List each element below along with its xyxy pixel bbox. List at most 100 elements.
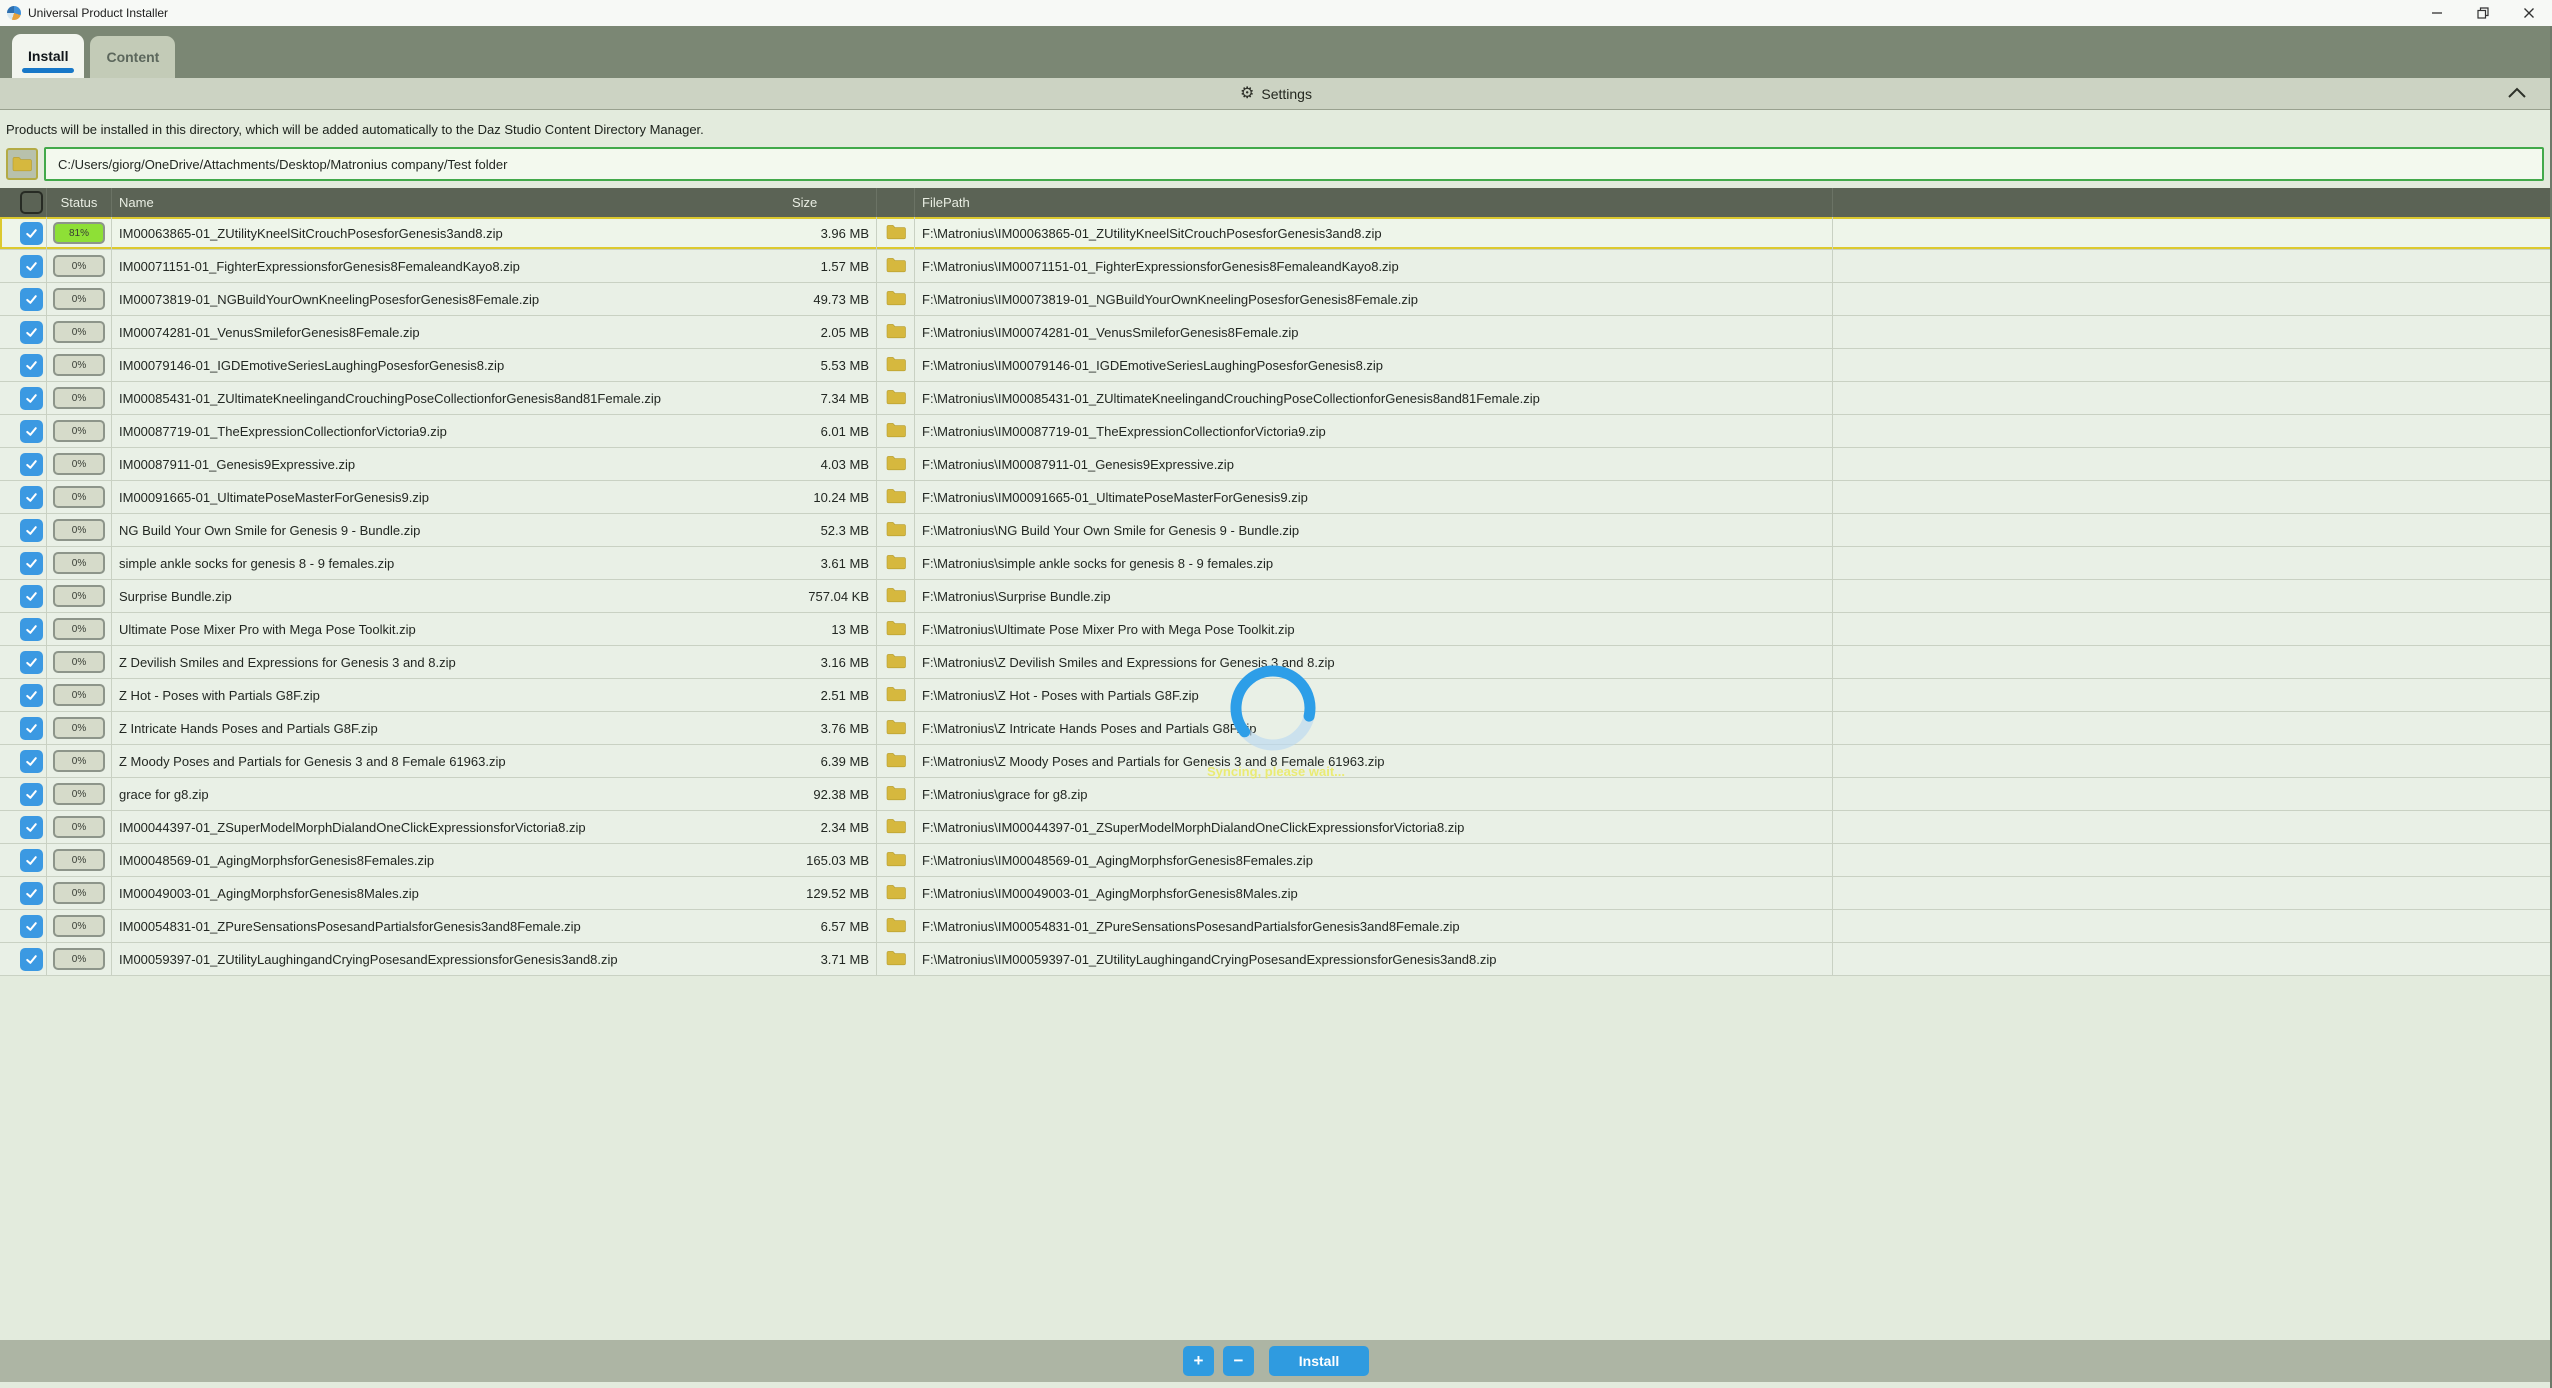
table-row[interactable]: 81% IM00063865-01_ZUtilityKneelSitCrouchP… <box>0 217 2552 250</box>
row-checkbox[interactable] <box>0 481 47 513</box>
row-checkbox[interactable] <box>0 250 47 282</box>
table-row[interactable]: 0% IM00044397-01_ZSuperModelMorphDialandO… <box>0 811 2552 844</box>
open-folder-button[interactable] <box>877 811 915 843</box>
add-button[interactable]: + <box>1183 1346 1214 1376</box>
header-status[interactable]: Status <box>47 188 112 217</box>
table-row[interactable]: 0% grace for g8.zip 92.38 MB F:\Matronius\g… <box>0 778 2552 811</box>
table-row[interactable]: 0% Z Moody Poses and Partials for Genesis… <box>0 745 2552 778</box>
header-size[interactable]: Size <box>790 188 877 217</box>
open-folder-button[interactable] <box>877 481 915 513</box>
row-checkbox[interactable] <box>0 712 47 744</box>
status-badge: 0% <box>53 882 105 904</box>
table-row[interactable]: 0% IM00074281-01_VenusSmileforGenesis8Fem… <box>0 316 2552 349</box>
table-row[interactable]: 0% IM00091665-01_UltimatePoseMasterForGen… <box>0 481 2552 514</box>
browse-folder-button[interactable] <box>6 148 38 180</box>
file-path: F:\Matronius\simple ankle socks for gene… <box>915 547 1833 579</box>
file-size: 10.24 MB <box>790 481 877 513</box>
row-checkbox[interactable] <box>0 943 47 975</box>
open-folder-button[interactable] <box>877 646 915 678</box>
open-folder-button[interactable] <box>877 415 915 447</box>
open-folder-button[interactable] <box>877 877 915 909</box>
open-folder-button[interactable] <box>877 217 915 249</box>
select-all-checkbox[interactable] <box>0 188 47 217</box>
table-row[interactable]: 0% Ultimate Pose Mixer Pro with Mega Pose… <box>0 613 2552 646</box>
close-button[interactable] <box>2506 0 2552 26</box>
open-folder-button[interactable] <box>877 712 915 744</box>
table-row[interactable]: 0% simple ankle socks for genesis 8 - 9 f… <box>0 547 2552 580</box>
row-checkbox[interactable] <box>0 448 47 480</box>
row-checkbox[interactable] <box>0 811 47 843</box>
open-folder-button[interactable] <box>877 844 915 876</box>
open-folder-button[interactable] <box>877 316 915 348</box>
settings-bar[interactable]: ⚙ Settings <box>0 78 2552 110</box>
table-row[interactable]: 0% IM00079146-01_IGDEmotiveSeriesLaughing… <box>0 349 2552 382</box>
restore-button[interactable] <box>2460 0 2506 26</box>
status-cell: 0% <box>47 910 112 942</box>
row-checkbox[interactable] <box>0 646 47 678</box>
open-folder-button[interactable] <box>877 778 915 810</box>
table-row[interactable]: 0% IM00085431-01_ZUltimateKneelingandCrou… <box>0 382 2552 415</box>
open-folder-button[interactable] <box>877 349 915 381</box>
open-folder-button[interactable] <box>877 448 915 480</box>
table-row[interactable]: 0% Z Hot - Poses with Partials G8F.zip 2.5… <box>0 679 2552 712</box>
table-row[interactable]: 0% IM00059397-01_ZUtilityLaughingandCryin… <box>0 943 2552 976</box>
status-badge: 0% <box>53 453 105 475</box>
table-row[interactable]: 0% IM00048569-01_AgingMorphsforGenesis8Fe… <box>0 844 2552 877</box>
table-row[interactable]: 0% NG Build Your Own Smile for Genesis 9 … <box>0 514 2552 547</box>
minimize-button[interactable] <box>2414 0 2460 26</box>
row-checkbox[interactable] <box>0 745 47 777</box>
table-row[interactable]: 0% Z Intricate Hands Poses and Partials G… <box>0 712 2552 745</box>
open-folder-button[interactable] <box>877 679 915 711</box>
file-path: F:\Matronius\IM00071151-01_FighterExpres… <box>915 250 1833 282</box>
row-checkbox[interactable] <box>0 580 47 612</box>
open-folder-button[interactable] <box>877 382 915 414</box>
row-checkbox[interactable] <box>0 283 47 315</box>
chevron-up-icon[interactable] <box>2506 86 2528 105</box>
row-checkbox[interactable] <box>0 316 47 348</box>
install-directory-input[interactable] <box>44 147 2544 181</box>
table-row[interactable]: 0% IM00087911-01_Genesis9Expressive.zip 4.… <box>0 448 2552 481</box>
row-checkbox[interactable] <box>0 844 47 876</box>
row-checkbox[interactable] <box>0 910 47 942</box>
row-checkbox[interactable] <box>0 877 47 909</box>
row-checkbox[interactable] <box>0 613 47 645</box>
row-checkbox[interactable] <box>0 415 47 447</box>
open-folder-button[interactable] <box>877 745 915 777</box>
table-row[interactable]: 0% Z Devilish Smiles and Expressions for … <box>0 646 2552 679</box>
row-end-spacer <box>1833 283 2552 315</box>
table-row[interactable]: 0% IM00087719-01_TheExpressionCollectionf… <box>0 415 2552 448</box>
row-checkbox[interactable] <box>0 778 47 810</box>
open-folder-button[interactable] <box>877 943 915 975</box>
table-row[interactable]: 0% IM00071151-01_FighterExpressionsforGen… <box>0 250 2552 283</box>
product-name: IM00048569-01_AgingMorphsforGenesis8Fema… <box>119 852 435 868</box>
install-button[interactable]: Install <box>1269 1346 1369 1376</box>
open-folder-button[interactable] <box>877 910 915 942</box>
remove-button[interactable]: − <box>1223 1346 1254 1376</box>
header-filepath[interactable]: FilePath <box>915 188 1833 217</box>
open-folder-button[interactable] <box>877 514 915 546</box>
table-row[interactable]: 0% IM00049003-01_AgingMorphsforGenesis8Ma… <box>0 877 2552 910</box>
row-checkbox[interactable] <box>0 217 47 249</box>
open-folder-button[interactable] <box>877 547 915 579</box>
status-cell: 0% <box>47 877 112 909</box>
open-folder-button[interactable] <box>877 250 915 282</box>
row-checkbox[interactable] <box>0 382 47 414</box>
row-checkbox[interactable] <box>0 349 47 381</box>
row-checkbox[interactable] <box>0 679 47 711</box>
minimize-icon <box>2432 12 2442 14</box>
header-name[interactable]: Name <box>119 195 154 210</box>
checkbox-check-icon <box>19 749 43 773</box>
tab-content[interactable]: Content <box>90 36 176 78</box>
row-checkbox[interactable] <box>0 514 47 546</box>
status-badge: 0% <box>53 849 105 871</box>
status-badge: 0% <box>53 519 105 541</box>
open-folder-button[interactable] <box>877 580 915 612</box>
tab-install[interactable]: Install <box>12 34 85 78</box>
table-row[interactable]: 0% Surprise Bundle.zip 757.04 KB F:\Matroni… <box>0 580 2552 613</box>
open-folder-button[interactable] <box>877 283 915 315</box>
table-row[interactable]: 0% IM00054831-01_ZPureSensationsPosesandP… <box>0 910 2552 943</box>
open-folder-button[interactable] <box>877 613 915 645</box>
table-row[interactable]: 0% IM00073819-01_NGBuildYourOwnKneelingPo… <box>0 283 2552 316</box>
file-size: 3.16 MB <box>790 646 877 678</box>
row-checkbox[interactable] <box>0 547 47 579</box>
